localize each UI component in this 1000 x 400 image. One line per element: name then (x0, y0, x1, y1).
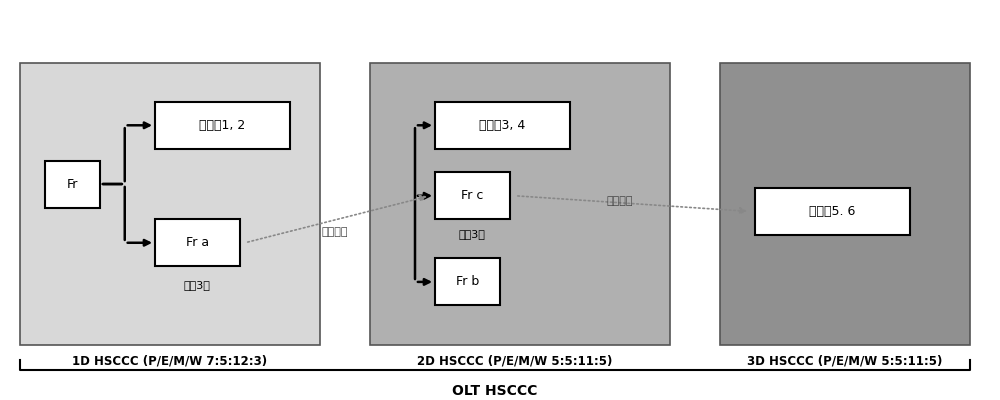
Text: 化合物5. 6: 化合物5. 6 (809, 205, 856, 218)
Text: 2D HSCCC (P/E/M/W 5:5:11:5): 2D HSCCC (P/E/M/W 5:5:11:5) (417, 354, 613, 367)
Text: 1D HSCCC (P/E/M/W 7:5:12:3): 1D HSCCC (P/E/M/W 7:5:12:3) (72, 354, 268, 367)
FancyBboxPatch shape (45, 160, 100, 208)
FancyBboxPatch shape (435, 102, 570, 149)
Text: Fr a: Fr a (186, 236, 209, 249)
FancyBboxPatch shape (435, 258, 500, 306)
Text: Fr: Fr (67, 178, 78, 190)
FancyBboxPatch shape (370, 63, 670, 344)
Text: 原位浓缩: 原位浓缩 (322, 227, 348, 237)
Text: 循环3次: 循环3次 (184, 280, 210, 290)
Text: 3D HSCCC (P/E/M/W 5:5:11:5): 3D HSCCC (P/E/M/W 5:5:11:5) (747, 354, 943, 367)
FancyBboxPatch shape (155, 102, 290, 149)
FancyBboxPatch shape (155, 219, 240, 266)
Text: 原位浓缩: 原位浓缩 (607, 196, 633, 206)
FancyBboxPatch shape (720, 63, 970, 344)
Text: Fr c: Fr c (461, 189, 484, 202)
FancyBboxPatch shape (20, 63, 320, 344)
Text: 化合物1, 2: 化合物1, 2 (199, 119, 246, 132)
Text: Fr b: Fr b (456, 276, 479, 288)
Text: 循环3次: 循环3次 (459, 229, 485, 239)
FancyBboxPatch shape (435, 172, 510, 219)
Text: OLT HSCCC: OLT HSCCC (452, 384, 538, 398)
Text: 化合物3, 4: 化合物3, 4 (479, 119, 526, 132)
FancyBboxPatch shape (755, 188, 910, 235)
